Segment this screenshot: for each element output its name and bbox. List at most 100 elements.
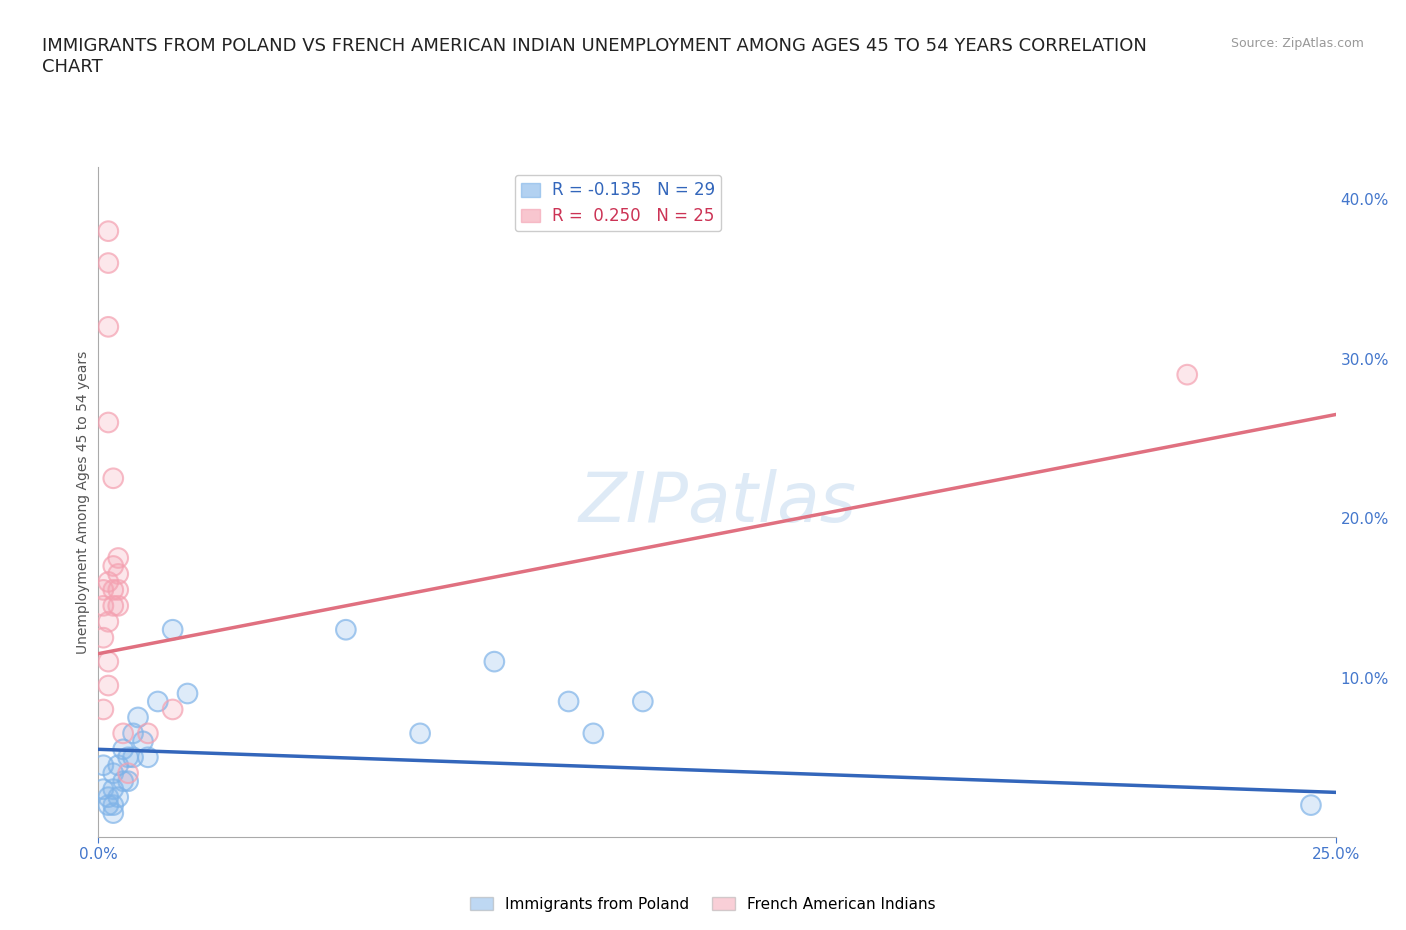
Point [176,686,198,701]
Point [136,726,159,741]
Point [107,758,129,773]
Point [103,782,125,797]
Point [557,694,579,709]
Point [107,598,129,613]
Point [93,782,115,797]
Point [1175,367,1198,382]
Point [112,726,135,741]
Point [97,256,120,271]
Point [127,710,149,724]
Point [93,582,115,597]
Point [162,702,184,717]
Point [97,615,120,630]
Point [103,559,125,574]
Point [103,471,125,485]
Point [132,734,155,749]
Point [107,582,129,597]
Point [103,582,125,597]
Point [112,774,135,789]
Point [107,598,129,613]
Point [93,782,115,797]
Point [93,598,115,613]
Point [97,615,120,630]
Point [107,582,129,597]
Point [103,805,125,820]
Point [103,598,125,613]
Text: ZIPatlas: ZIPatlas [578,469,856,536]
Point [103,471,125,485]
Point [93,631,115,645]
Point [1175,367,1198,382]
Point [97,319,120,334]
Point [103,765,125,780]
Point [1299,798,1322,813]
Point [107,790,129,804]
Point [93,582,115,597]
Point [557,694,579,709]
Point [93,631,115,645]
Point [103,798,125,813]
Point [122,750,145,764]
Point [117,765,139,780]
Point [162,622,184,637]
Point [93,758,115,773]
Point [409,726,432,741]
Point [97,790,120,804]
Point [582,726,605,741]
Point [97,798,120,813]
Point [103,559,125,574]
Point [97,224,120,239]
Point [176,686,198,701]
Point [117,774,139,789]
Point [93,598,115,613]
Point [631,694,654,709]
Legend: R = -0.135   N = 29, R =  0.250   N = 25: R = -0.135 N = 29, R = 0.250 N = 25 [515,175,721,231]
Point [103,782,125,797]
Point [162,702,184,717]
Point [132,734,155,749]
Point [97,575,120,590]
Point [97,224,120,239]
Point [97,678,120,693]
Point [136,726,159,741]
Point [122,726,145,741]
Point [117,750,139,764]
Point [112,742,135,757]
Point [97,319,120,334]
Legend: Immigrants from Poland, French American Indians: Immigrants from Poland, French American … [464,890,942,918]
Point [103,765,125,780]
Point [112,774,135,789]
Point [117,765,139,780]
Point [409,726,432,741]
Point [335,622,357,637]
Point [107,758,129,773]
Point [107,566,129,581]
Point [107,566,129,581]
Point [117,774,139,789]
Text: IMMIGRANTS FROM POLAND VS FRENCH AMERICAN INDIAN UNEMPLOYMENT AMONG AGES 45 TO 5: IMMIGRANTS FROM POLAND VS FRENCH AMERICA… [42,37,1147,76]
Point [122,726,145,741]
Point [97,798,120,813]
Y-axis label: Unemployment Among Ages 45 to 54 years: Unemployment Among Ages 45 to 54 years [76,351,90,654]
Point [112,726,135,741]
Point [97,415,120,430]
Point [631,694,654,709]
Text: Source: ZipAtlas.com: Source: ZipAtlas.com [1230,37,1364,50]
Point [107,551,129,565]
Point [97,790,120,804]
Point [136,750,159,764]
Point [162,622,184,637]
Point [103,582,125,597]
Point [97,654,120,669]
Point [127,710,149,724]
Point [146,694,169,709]
Point [122,750,145,764]
Point [1299,798,1322,813]
Point [97,415,120,430]
Point [93,702,115,717]
Point [335,622,357,637]
Point [93,702,115,717]
Point [107,790,129,804]
Point [112,742,135,757]
Point [97,575,120,590]
